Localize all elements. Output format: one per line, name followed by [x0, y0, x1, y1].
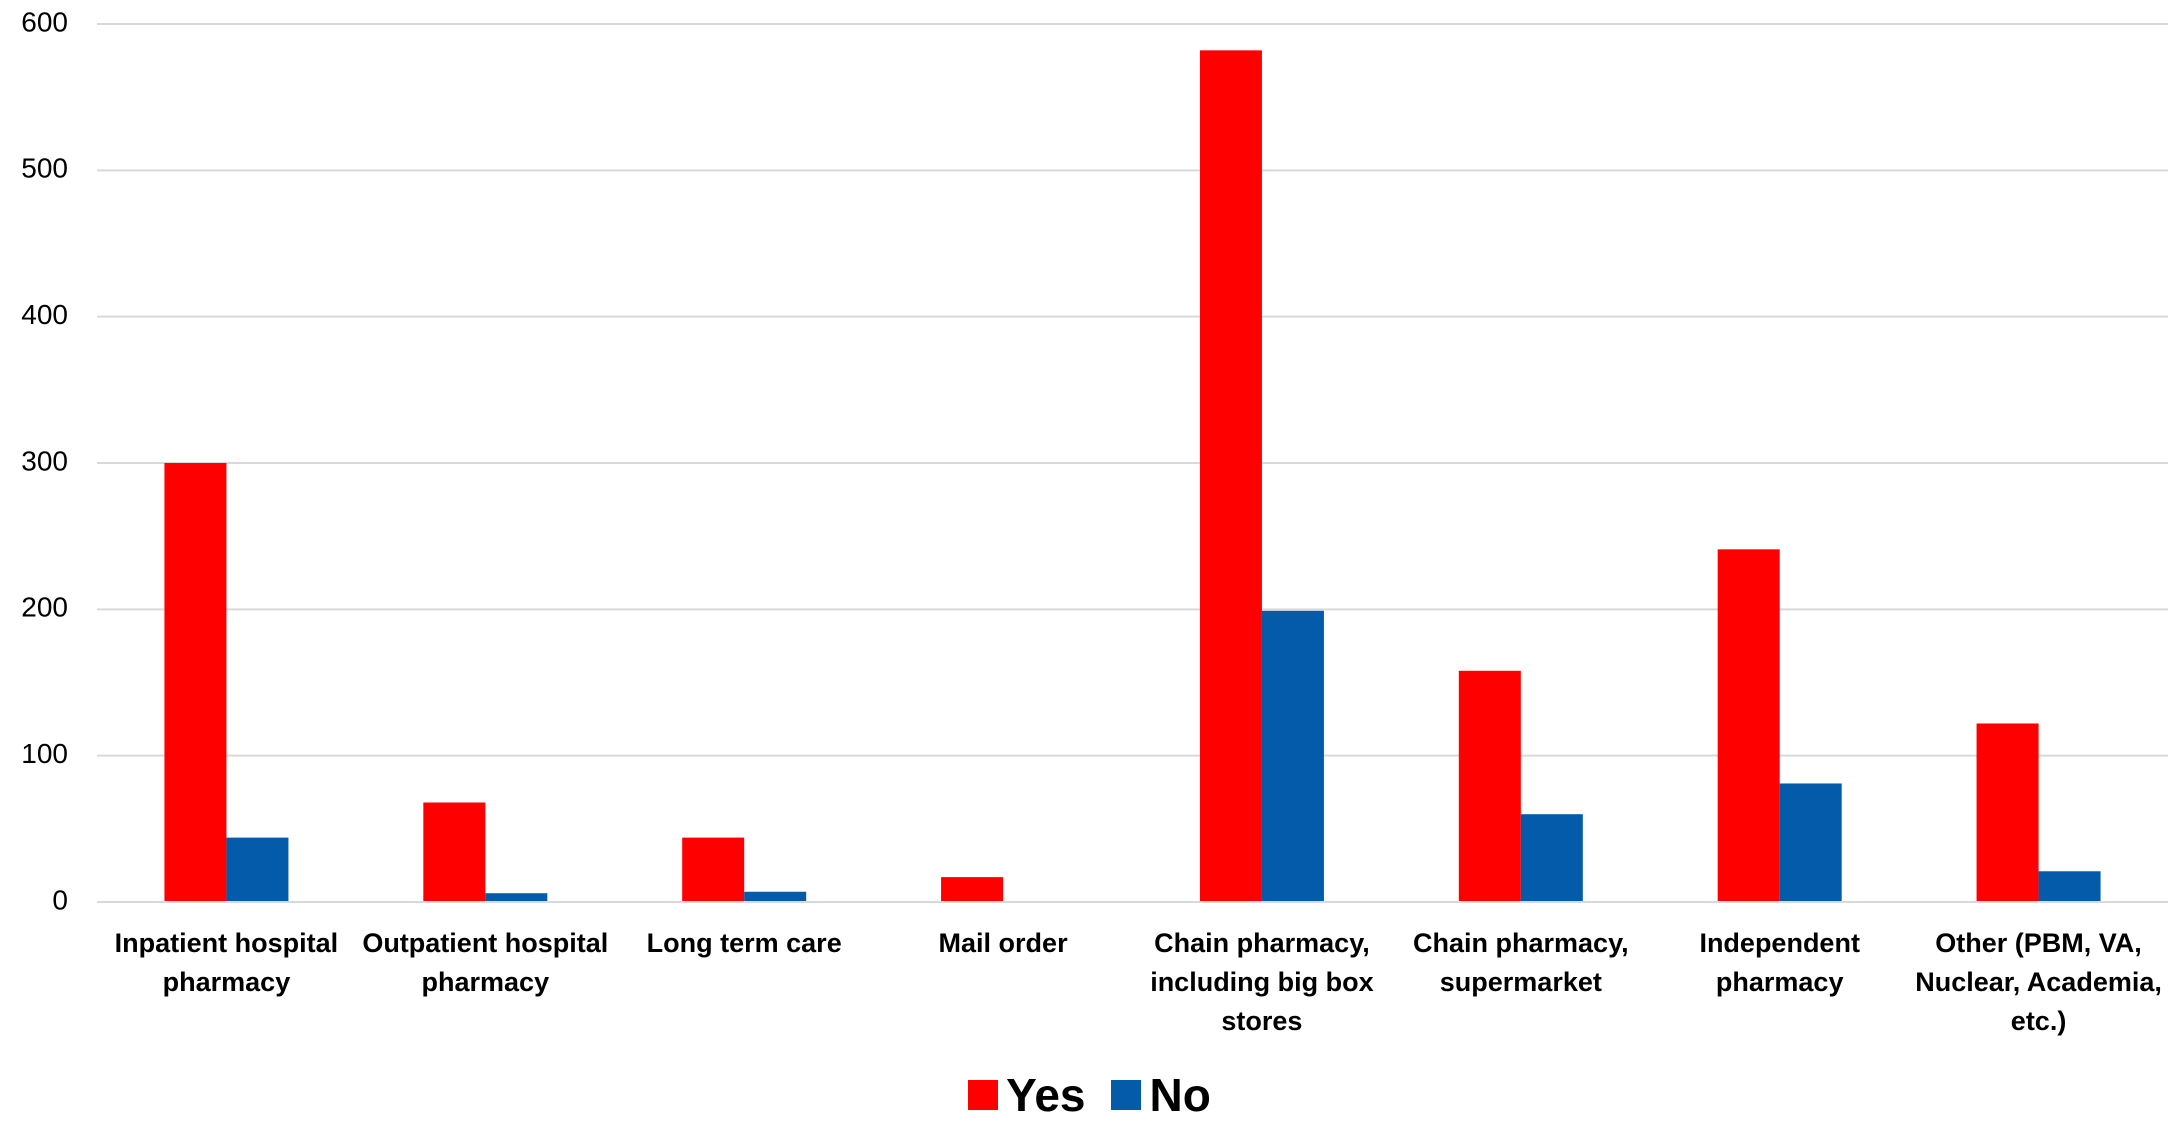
legend-label: Yes: [1006, 1069, 1086, 1121]
bar: [941, 877, 1004, 902]
bar: [485, 893, 548, 902]
legend-label: No: [1149, 1069, 1211, 1121]
x-tick-label: Inpatient hospital pharmacy: [114, 928, 339, 997]
bar: [2038, 871, 2101, 902]
bar: [1520, 814, 1583, 902]
y-tick-label: 600: [21, 6, 68, 37]
bar: [1458, 670, 1521, 902]
y-tick-label: 500: [21, 153, 68, 184]
y-tick-label: 300: [21, 445, 68, 476]
bar: [423, 802, 486, 902]
legend: Yes No: [0, 1068, 2179, 1122]
bar: [682, 837, 745, 902]
legend-item: No: [1111, 1068, 1211, 1122]
y-tick-label: 0: [52, 884, 68, 915]
y-tick-label: 100: [21, 738, 68, 769]
legend-swatch: [968, 1080, 999, 1110]
bar: [1779, 783, 1842, 902]
x-tick-label: Chain pharmacy, supermarket: [1413, 928, 1629, 997]
x-tick-label: Other (PBM, VA, Nuclear, Academia, etc.): [1915, 928, 2162, 1036]
bar: [744, 891, 807, 902]
x-tick-label: Chain pharmacy, including big box stores: [1150, 928, 1374, 1036]
x-tick-label: Mail order: [938, 928, 1068, 958]
bar: [164, 463, 227, 902]
bar: [1717, 549, 1780, 902]
bar: [1976, 723, 2039, 902]
legend-swatch: [1111, 1080, 1142, 1110]
x-tick-label: Independent pharmacy: [1699, 928, 1860, 997]
y-tick-label: 400: [21, 299, 68, 330]
x-tick-label: Long term care: [646, 928, 842, 958]
bar: [1261, 610, 1324, 902]
x-tick-label: Outpatient hospital pharmacy: [362, 928, 609, 997]
y-tick-label: 200: [21, 592, 68, 623]
bar: [1199, 50, 1262, 902]
legend-item: Yes: [968, 1068, 1085, 1122]
bar: [226, 837, 289, 902]
